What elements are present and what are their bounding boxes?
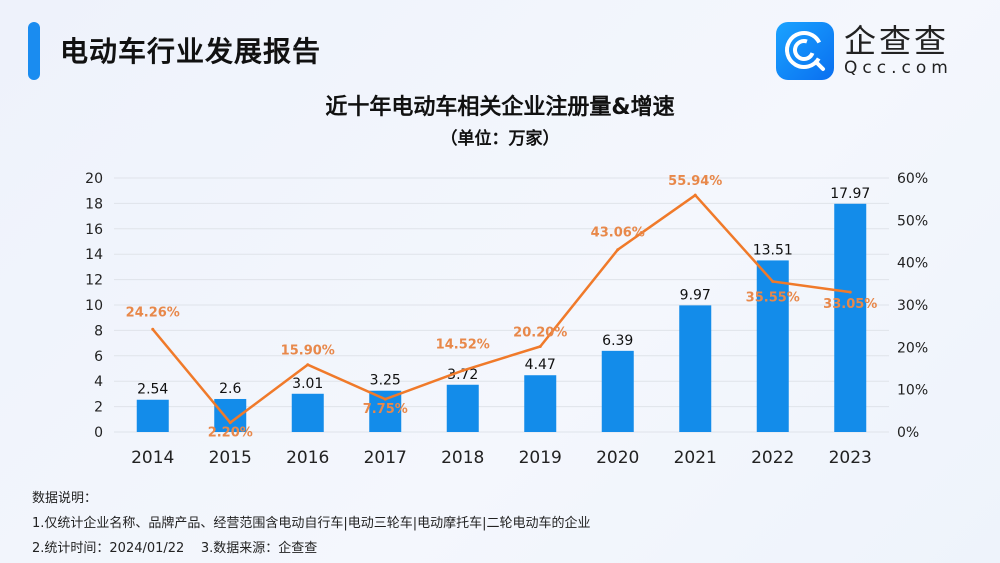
left-axis-tick: 16 [85, 222, 103, 238]
chart-title: 近十年电动车相关企业注册量&增速 [325, 95, 675, 120]
growth-value-label: 24.26% [126, 305, 180, 320]
growth-point [383, 397, 387, 401]
notes-line-1: 1.仅统计企业名称、品牌产品、经营范围含电动自行车|电动三轮车|电动摩托车|二轮… [32, 516, 591, 531]
logo-cn-text: 企查查 [844, 22, 950, 60]
left-axis-tick: 0 [94, 425, 103, 441]
right-axis-tick: 30% [897, 298, 928, 314]
x-axis-tick: 2018 [441, 448, 484, 468]
growth-point [693, 193, 697, 197]
bar-value-label: 2.54 [137, 382, 168, 398]
notes-line-2: 2.统计时间：2024/01/22 3.数据来源：企查查 [32, 541, 318, 556]
left-axis-tick: 10 [85, 298, 103, 314]
bar [834, 203, 867, 432]
right-axis-tick: 40% [897, 256, 928, 272]
logo-en-text: Qcc.com [844, 58, 953, 78]
bar [524, 375, 557, 432]
bar [446, 384, 479, 432]
data-notes: 数据说明： 1.仅统计企业名称、品牌产品、经营范围含电动自行车|电动三轮车|电动… [32, 486, 591, 561]
bar [291, 393, 324, 432]
bar [369, 390, 402, 432]
bar-value-label: 2.6 [219, 381, 241, 397]
growth-point [538, 344, 542, 348]
bar-value-label: 4.47 [525, 357, 556, 373]
x-axis-tick: 2016 [286, 448, 329, 468]
left-axis-tick: 2 [94, 400, 103, 416]
x-axis-tick: 2020 [596, 448, 639, 468]
growth-value-label: 14.52% [436, 338, 490, 353]
qcc-logo: 企查查 Qcc.com [776, 22, 953, 80]
right-axis-tick: 0% [897, 425, 919, 441]
bar-value-label: 3.25 [370, 373, 401, 389]
bar-value-label: 6.39 [602, 333, 633, 349]
growth-point [461, 369, 465, 373]
growth-point [306, 363, 310, 367]
growth-line [151, 193, 851, 425]
x-axis-tick: 2019 [519, 448, 562, 468]
growth-value-label: 2.20% [208, 426, 253, 441]
notes-heading: 数据说明： [32, 491, 98, 506]
bar [601, 350, 634, 432]
bar-value-label: 13.51 [753, 242, 793, 258]
right-axis-tick: 20% [897, 340, 928, 356]
growth-point [848, 290, 852, 294]
growth-value-label: 33.05% [823, 297, 877, 312]
growth-point [228, 421, 232, 425]
growth-value-label: 35.55% [746, 291, 800, 306]
left-axis-tick: 6 [94, 349, 103, 365]
title-accent-bar [28, 22, 40, 80]
bar-value-label: 3.72 [447, 367, 478, 383]
bar-value-label: 17.97 [830, 186, 870, 202]
left-axis-tick: 20 [85, 171, 103, 187]
left-axis-tick: 14 [85, 247, 103, 263]
x-axis-tick: 2021 [674, 448, 717, 468]
bar [679, 305, 712, 432]
x-axis-tick: 2023 [829, 448, 872, 468]
growth-value-label: 55.94% [668, 174, 722, 189]
growth-value-label: 15.90% [281, 344, 335, 359]
right-axis-tick: 50% [897, 213, 928, 229]
right-axis-tick: 10% [897, 383, 928, 399]
growth-point [151, 327, 155, 331]
growth-value-label: 7.75% [363, 402, 408, 417]
growth-point [616, 248, 620, 252]
x-axis-tick: 2017 [364, 448, 407, 468]
growth-point [771, 280, 775, 284]
bar [756, 260, 789, 432]
bar-value-label: 3.01 [292, 376, 323, 392]
qcc-logo-icon [776, 22, 834, 80]
bar-value-label: 9.97 [680, 287, 711, 303]
growth-value-label: 20.20% [513, 325, 567, 340]
growth-value-label: 43.06% [591, 226, 645, 241]
x-axis-tick: 2014 [131, 448, 174, 468]
left-axis-tick: 18 [85, 196, 103, 212]
x-axis-tick: 2022 [751, 448, 794, 468]
left-axis-tick: 8 [94, 323, 103, 339]
bar [136, 399, 169, 432]
left-axis-tick: 12 [85, 273, 103, 289]
report-title: 电动车行业发展报告 [60, 35, 322, 68]
right-axis-tick: 60% [897, 171, 928, 187]
chart-subtitle: （单位：万家） [440, 129, 560, 149]
x-axis-tick: 2015 [209, 448, 252, 468]
left-axis-tick: 4 [94, 374, 103, 390]
